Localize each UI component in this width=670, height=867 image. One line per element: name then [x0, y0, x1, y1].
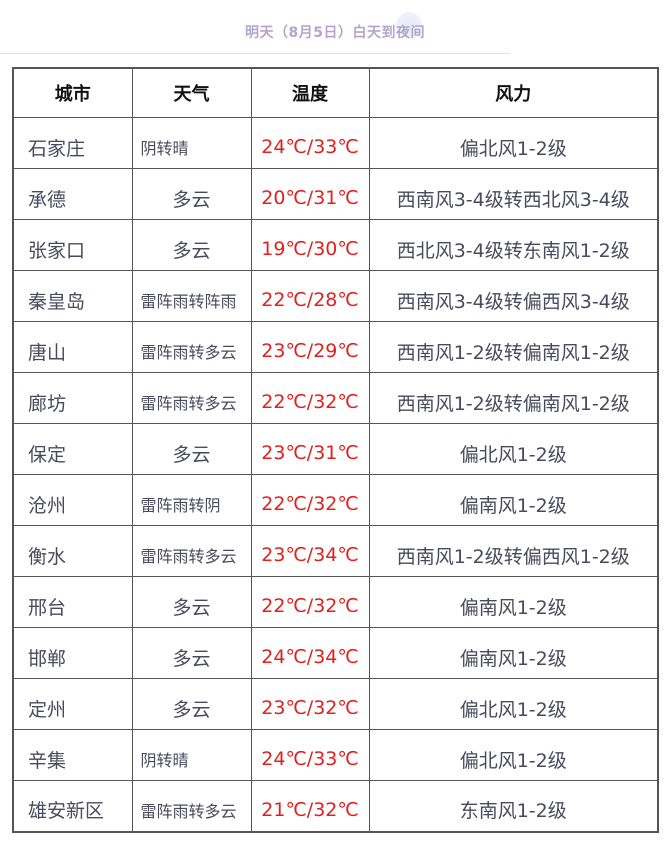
weather-cell: 多云: [131, 219, 252, 271]
weather-cell: 雷阵雨转阴: [131, 474, 252, 526]
city-cell: 辛集: [12, 729, 133, 781]
table-row: 保定 多云 23℃/31℃ 偏北风1-2级: [12, 423, 659, 475]
header-city: 城市: [12, 67, 133, 118]
city-cell: 衡水: [12, 525, 133, 577]
city-cell: 邢台: [12, 576, 133, 628]
header-weather: 天气: [131, 67, 252, 118]
temperature-cell: 22℃/32℃: [250, 474, 370, 526]
wind-cell: 西南风1-2级转偏西风1-2级: [368, 525, 659, 577]
city-cell: 承德: [12, 168, 133, 220]
table-row: 沧州 雷阵雨转阴 22℃/32℃ 偏南风1-2级: [12, 474, 659, 526]
city-cell: 廊坊: [12, 372, 133, 424]
temperature-cell: 21℃/32℃: [250, 780, 370, 832]
wind-cell: 西南风3-4级转偏西风3-4级: [368, 270, 659, 322]
weather-cell: 雷阵雨转多云: [131, 321, 252, 373]
header-wind: 风力: [368, 67, 659, 118]
wind-cell: 偏北风1-2级: [368, 729, 659, 781]
table-row: 秦皇岛 雷阵雨转阵雨 22℃/28℃ 西南风3-4级转偏西风3-4级: [12, 270, 659, 322]
wind-cell: 西北风3-4级转东南风1-2级: [368, 219, 659, 271]
decorative-bubble: [396, 12, 422, 38]
temperature-cell: 23℃/32℃: [250, 678, 370, 730]
city-cell: 沧州: [12, 474, 133, 526]
wind-cell: 西南风3-4级转西北风3-4级: [368, 168, 659, 220]
page-title: 明天（8月5日）白天到夜间: [245, 25, 425, 41]
weather-cell: 雷阵雨转多云: [131, 525, 252, 577]
table-row: 邯郸 多云 24℃/34℃ 偏南风1-2级: [12, 627, 659, 679]
weather-cell: 多云: [131, 168, 252, 220]
weather-cell: 多云: [131, 678, 252, 730]
wind-cell: 偏北风1-2级: [368, 117, 659, 169]
wind-cell: 偏南风1-2级: [368, 576, 659, 628]
table-row: 定州 多云 23℃/32℃ 偏北风1-2级: [12, 678, 659, 730]
city-cell: 保定: [12, 423, 133, 475]
table-header: 城市 天气 温度 风力: [12, 67, 659, 118]
header-temperature: 温度: [250, 67, 370, 118]
table-row: 邢台 多云 22℃/32℃ 偏南风1-2级: [12, 576, 659, 628]
wind-cell: 西南风1-2级转偏南风1-2级: [368, 321, 659, 373]
divider: [0, 53, 510, 54]
city-cell: 定州: [12, 678, 133, 730]
weather-cell: 雷阵雨转阵雨: [131, 270, 252, 322]
temperature-cell: 24℃/33℃: [250, 729, 370, 781]
temperature-cell: 20℃/31℃: [250, 168, 370, 220]
table-row: 承德 多云 20℃/31℃ 西南风3-4级转西北风3-4级: [12, 168, 659, 220]
city-cell: 雄安新区: [12, 780, 133, 832]
wind-cell: 偏南风1-2级: [368, 474, 659, 526]
temperature-cell: 24℃/33℃: [250, 117, 370, 169]
weather-cell: 阴转晴: [131, 117, 252, 169]
city-cell: 张家口: [12, 219, 133, 271]
wind-cell: 东南风1-2级: [368, 780, 659, 832]
temperature-cell: 22℃/28℃: [250, 270, 370, 322]
temperature-cell: 22℃/32℃: [250, 372, 370, 424]
weather-cell: 多云: [131, 627, 252, 679]
table-row: 辛集 阴转晴 24℃/33℃ 偏北风1-2级: [12, 729, 659, 781]
table-row: 石家庄 阴转晴 24℃/33℃ 偏北风1-2级: [12, 117, 659, 169]
temperature-cell: 19℃/30℃: [250, 219, 370, 271]
weather-cell: 雷阵雨转多云: [131, 780, 252, 832]
temperature-cell: 23℃/31℃: [250, 423, 370, 475]
temperature-cell: 23℃/34℃: [250, 525, 370, 577]
wind-cell: 偏北风1-2级: [368, 678, 659, 730]
table-row: 廊坊 雷阵雨转多云 22℃/32℃ 西南风1-2级转偏南风1-2级: [12, 372, 659, 424]
weather-cell: 多云: [131, 576, 252, 628]
temperature-cell: 23℃/29℃: [250, 321, 370, 373]
wind-cell: 偏北风1-2级: [368, 423, 659, 475]
table-row: 衡水 雷阵雨转多云 23℃/34℃ 西南风1-2级转偏西风1-2级: [12, 525, 659, 577]
city-cell: 唐山: [12, 321, 133, 373]
table-row: 张家口 多云 19℃/30℃ 西北风3-4级转东南风1-2级: [12, 219, 659, 271]
city-cell: 秦皇岛: [12, 270, 133, 322]
wind-cell: 偏南风1-2级: [368, 627, 659, 679]
temperature-cell: 24℃/34℃: [250, 627, 370, 679]
weather-table: 城市 天气 温度 风力 石家庄 阴转晴 24℃/33℃ 偏北风1-2级 承德 多云 20℃/…: [12, 67, 659, 833]
table-row: 唐山 雷阵雨转多云 23℃/29℃ 西南风1-2级转偏南风1-2级: [12, 321, 659, 373]
weather-cell: 阴转晴: [131, 729, 252, 781]
wind-cell: 西南风1-2级转偏南风1-2级: [368, 372, 659, 424]
city-cell: 邯郸: [12, 627, 133, 679]
weather-cell: 雷阵雨转多云: [131, 372, 252, 424]
table-row: 雄安新区 雷阵雨转多云 21℃/32℃ 东南风1-2级: [12, 780, 659, 832]
city-cell: 石家庄: [12, 117, 133, 169]
temperature-cell: 22℃/32℃: [250, 576, 370, 628]
weather-cell: 多云: [131, 423, 252, 475]
